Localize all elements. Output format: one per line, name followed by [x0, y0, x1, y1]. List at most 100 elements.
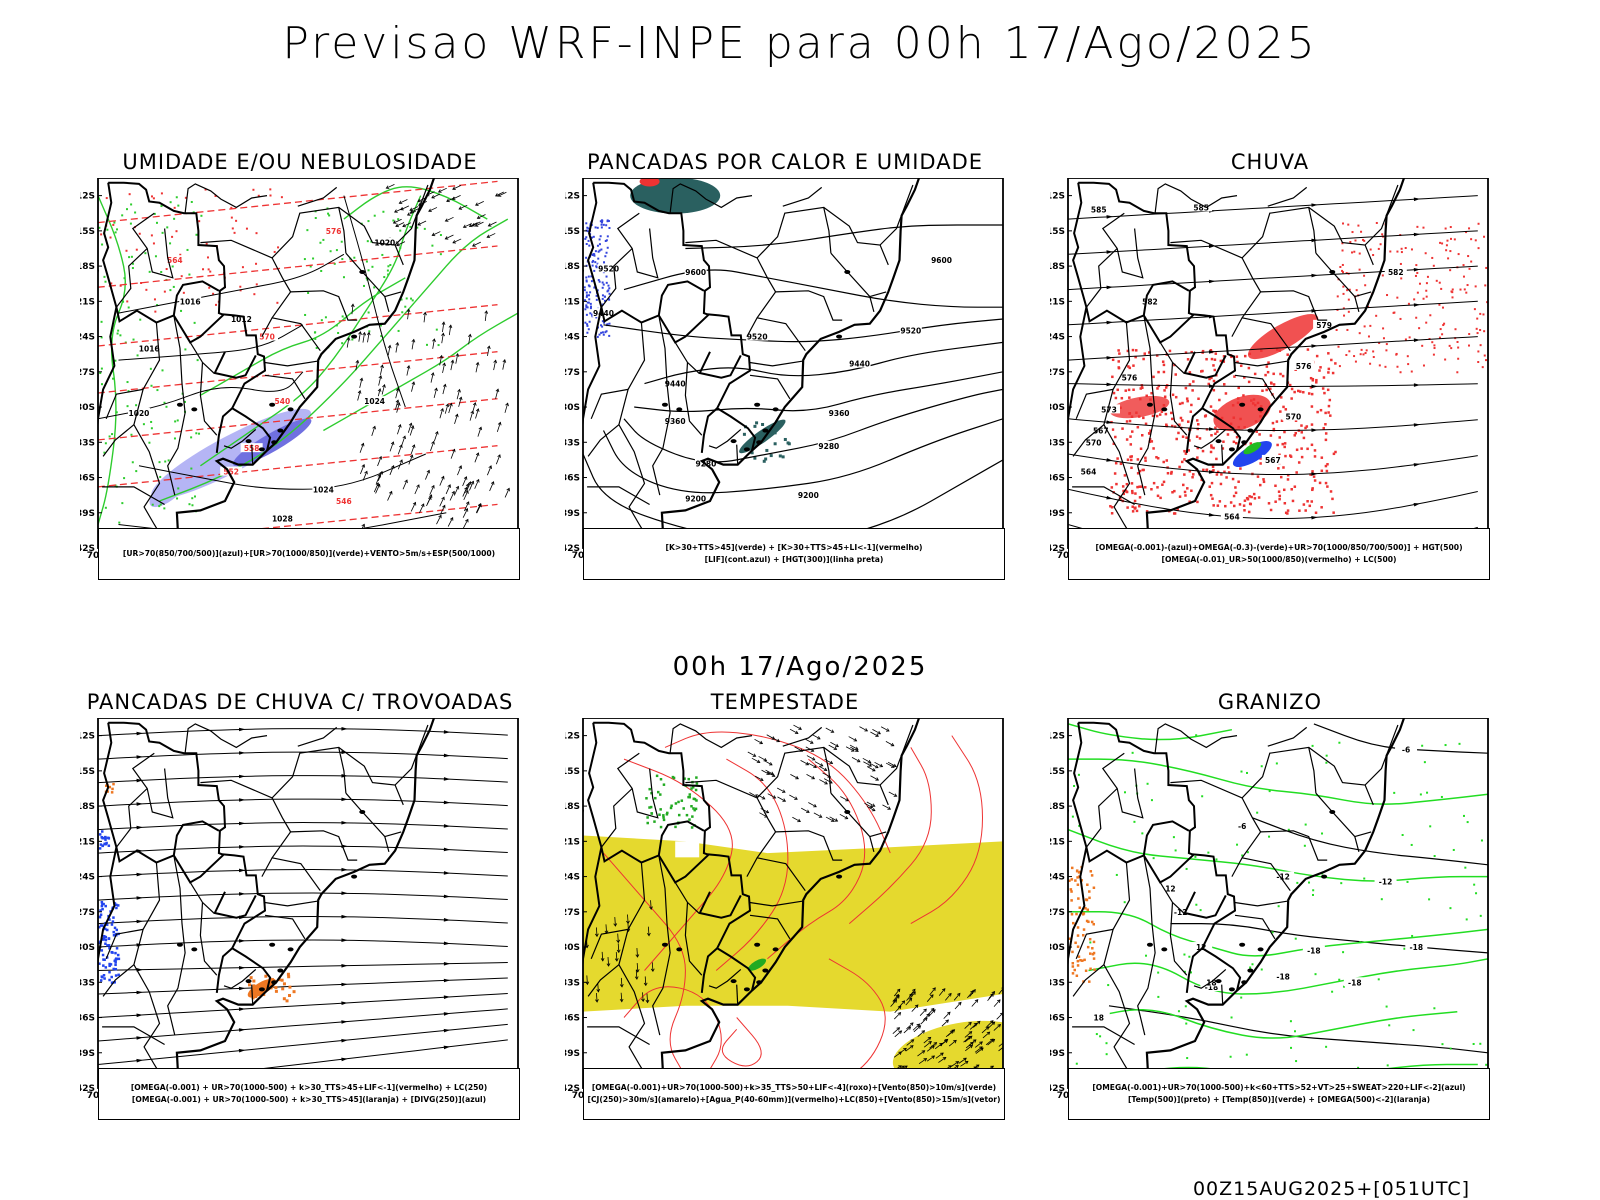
country-border [587, 182, 705, 324]
wind-vector-head [997, 1023, 1001, 1028]
temp850-fragment [1401, 834, 1404, 837]
rain-area-fragment [1339, 266, 1342, 269]
wind-vector [869, 763, 879, 769]
temp850-fragment [1268, 835, 1271, 838]
streamline [98, 868, 508, 878]
wind-vector-head [391, 464, 395, 469]
wind-vector-head [476, 215, 481, 219]
wind-vector [484, 310, 487, 321]
rain-area-fragment [1117, 349, 1120, 352]
lake [1215, 439, 1222, 444]
humidity-contour [200, 195, 422, 467]
wind-vector [409, 206, 419, 211]
unstable-area [639, 178, 660, 187]
wind-vector [477, 214, 486, 219]
storm-fragment [251, 996, 255, 1000]
omega-fragment [1081, 959, 1084, 962]
wind-vector [926, 994, 934, 1002]
humidity-fragment [351, 338, 354, 341]
storm-fragment [271, 978, 275, 982]
thickness-fragment [269, 194, 272, 197]
divergence-fragment [101, 924, 104, 927]
thickness-fragment [208, 286, 211, 289]
humidity-fragment [191, 504, 194, 507]
humidity-fragment [177, 487, 180, 490]
rain-area-fragment [1399, 262, 1402, 265]
rain-area-fragment [1408, 336, 1411, 339]
wind-vector [758, 756, 767, 762]
state-border [1241, 317, 1291, 352]
divergence-fragment [102, 937, 106, 940]
state-border [133, 322, 163, 537]
wind-vector [475, 362, 479, 373]
lat-tick-label: 21S [80, 297, 95, 307]
wind-vector [410, 208, 419, 213]
rain-area-fragment [1378, 342, 1381, 345]
omega-fragment [1088, 890, 1091, 893]
wind-vector-head [816, 736, 821, 740]
temp850-contour [1068, 911, 1488, 957]
rain-area-fragment [1239, 364, 1243, 368]
wind-vector-head [781, 789, 786, 793]
wind-vector [380, 365, 383, 375]
lake [1239, 402, 1246, 407]
state-border [823, 746, 889, 806]
temp850-contour [1068, 828, 1488, 882]
wind-vector-head [395, 387, 400, 392]
rain-area-fragment [1278, 494, 1282, 498]
humidity-fragment [119, 334, 122, 337]
divergence-fragment [99, 924, 103, 927]
rain-area-fragment [1158, 413, 1162, 416]
rain-area-fragment [1272, 383, 1276, 386]
wind-vector-head [811, 775, 816, 780]
lifted-index-fragment [597, 279, 600, 282]
strong-wind-fragment [694, 807, 698, 811]
humidity-fragment [156, 389, 159, 392]
rain-area-fragment [1282, 405, 1285, 409]
lat-tick-label: 36S [1050, 1014, 1065, 1024]
rain-area-fragment [1128, 396, 1131, 399]
temp850-fragment [1377, 978, 1380, 981]
storm-fragment [264, 974, 268, 978]
state-border [184, 183, 268, 214]
rain-area-fragment [1182, 483, 1185, 487]
rain-area-fragment [1139, 447, 1143, 451]
contour-label: 9600 [931, 256, 952, 265]
height-contour [623, 388, 1003, 463]
contour-label: 9520 [747, 333, 768, 342]
rain-area-fragment [1342, 292, 1345, 295]
wind-vector [947, 1029, 955, 1037]
lake [359, 269, 366, 274]
rain-area-fragment [1233, 375, 1236, 378]
streamline [1068, 383, 1478, 387]
thickness-fragment [235, 219, 238, 222]
temp850-fragment [1403, 947, 1406, 950]
rain-area-fragment [1483, 330, 1486, 333]
wind-vector-head [921, 1050, 926, 1054]
rain-area-fragment [1364, 352, 1367, 355]
convective-fragment [782, 419, 786, 423]
divergence-fragment [113, 926, 117, 930]
wind-vector [840, 796, 849, 802]
rain-area-fragment [1445, 244, 1448, 247]
wind-vector [464, 501, 470, 512]
rain-area-fragment [1295, 471, 1298, 474]
wind-vector-head [452, 186, 456, 190]
humidity-fragment [200, 214, 203, 217]
wind-vector-head [346, 336, 351, 341]
lat-tick-label: 27S [565, 368, 580, 378]
lifted-index-fragment [597, 250, 600, 253]
wind-vector-head [395, 399, 400, 404]
temp850-fragment [1411, 934, 1414, 937]
wind-vector [394, 207, 404, 213]
wind-vector-head [635, 954, 640, 958]
wind-vector-head [871, 768, 876, 772]
humidity-fragment [437, 344, 440, 347]
convective-fragment [769, 454, 773, 458]
wind-vector-head [392, 220, 397, 224]
rain-area-fragment [1216, 430, 1219, 433]
country-border [1185, 407, 1203, 454]
humidity-fragment [333, 262, 336, 265]
divergence-fragment [102, 974, 106, 977]
streamline-arrow [239, 868, 246, 873]
